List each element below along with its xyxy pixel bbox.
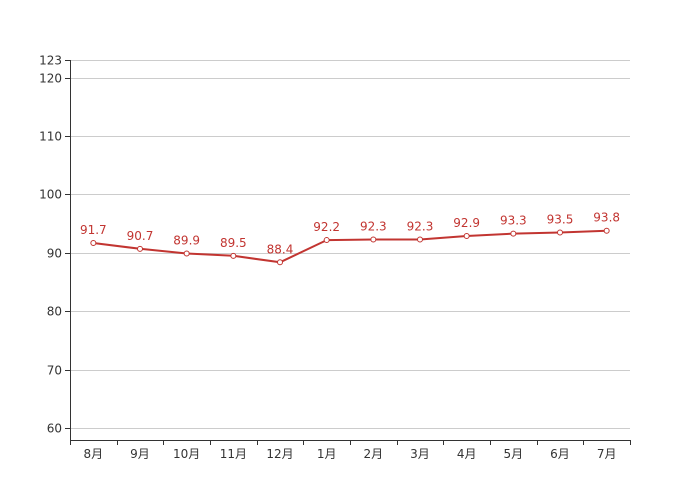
data-label: 89.5 [220, 236, 247, 250]
x-tick-label: 7月 [597, 447, 617, 461]
data-label: 92.3 [407, 219, 434, 233]
y-tick-label: 123 [39, 54, 62, 68]
x-tick-label: 8月 [84, 447, 104, 461]
x-tick-label: 2月 [364, 447, 384, 461]
data-point [230, 252, 237, 259]
y-tick-label: 100 [39, 188, 62, 202]
data-point [603, 227, 610, 234]
x-axis-ticks: 8月 9月 10月 11月 12月 1月 2月 3月 4月 5月 6月 7月 [70, 440, 631, 461]
x-tick-label: 5月 [504, 447, 524, 461]
data-point [370, 236, 377, 243]
data-label: 92.2 [313, 220, 340, 234]
x-tick-label: 9月 [130, 447, 150, 461]
y-tick-label: 110 [39, 130, 62, 144]
y-axis-ticks: 60 70 80 90 100 110 120 123 [39, 54, 70, 436]
data-label: 93.3 [500, 214, 527, 228]
data-point [557, 229, 563, 236]
data-point [183, 250, 190, 257]
data-label: 90.7 [127, 229, 154, 243]
data-point [463, 232, 470, 239]
data-label: 91.7 [80, 223, 107, 237]
data-point [90, 239, 97, 246]
data-label: 89.9 [173, 234, 200, 248]
y-tick-label: 90 [47, 247, 62, 261]
data-point [510, 230, 517, 237]
data-label: 92.3 [360, 219, 387, 233]
x-tick-label: 3月 [410, 447, 430, 461]
x-tick-label: 1月 [317, 447, 337, 461]
y-tick-label: 70 [47, 364, 62, 378]
data-label: 93.8 [593, 211, 620, 225]
series-layer [90, 227, 610, 266]
data-point [417, 236, 423, 243]
data-label: 93.5 [547, 212, 574, 226]
y-tick-label: 80 [47, 305, 62, 319]
x-tick-label: 11月 [220, 447, 247, 461]
data-label: 92.9 [453, 216, 480, 230]
data-labels: 91.7 90.7 89.9 89.5 88.4 92.2 92.3 92.3 92.9 93.3… [80, 211, 620, 257]
y-tick-label: 120 [39, 72, 62, 86]
series-line [93, 229, 607, 264]
x-tick-label: 12月 [266, 447, 293, 461]
grid-lines [70, 60, 630, 429]
data-point [137, 245, 143, 252]
data-point [277, 259, 283, 266]
y-tick-label: 60 [47, 422, 62, 436]
x-tick-label: 6月 [550, 447, 570, 461]
data-label: 88.4 [267, 242, 294, 256]
x-tick-label: 4月 [457, 447, 477, 461]
data-point [323, 237, 330, 244]
x-tick-label: 10月 [173, 447, 200, 461]
